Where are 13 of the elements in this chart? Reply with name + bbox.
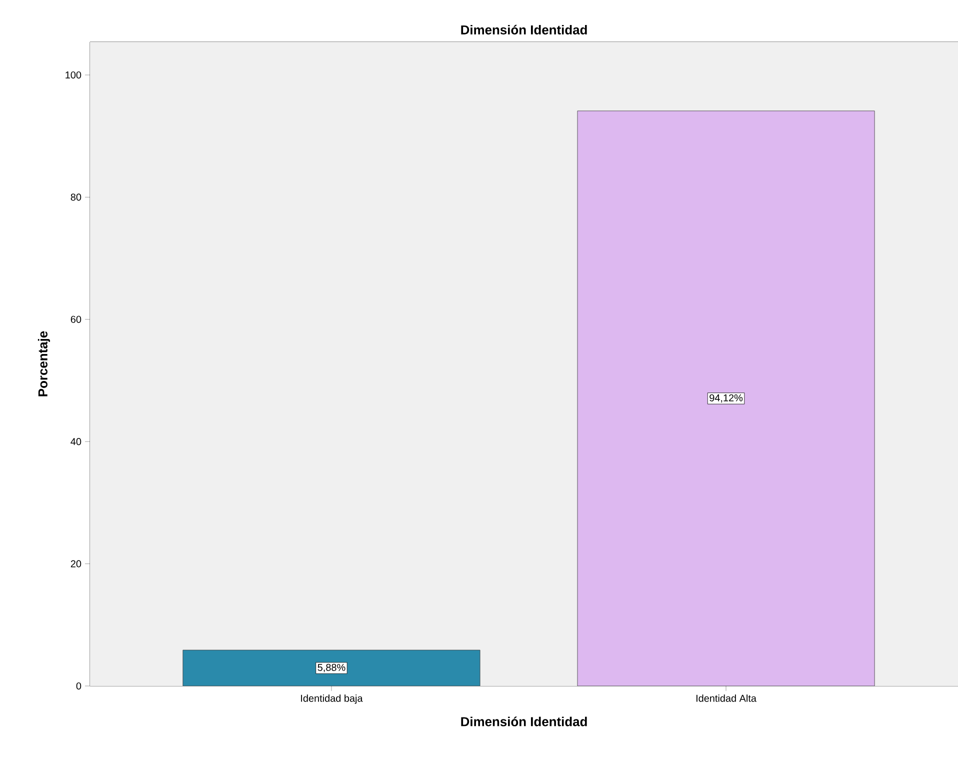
y-tick-label: 80 [70,194,82,201]
data-label: 94,12% [710,394,743,403]
y-tick-label: 60 [70,316,82,323]
x-tick-label: Identidad Alta [696,694,756,702]
y-tick-label: 0 [76,682,82,690]
x-tick-label: Identidad baja [301,694,363,704]
x-axis-title: Dimensión Identidad [461,716,587,726]
data-label: 5,88% [318,664,346,672]
y-tick-label: 100 [66,71,82,78]
y-axis-title: Porcentaje [38,331,50,396]
y-tick-label: 40 [70,438,82,446]
chart-title: Dimensión Identidad [461,24,587,34]
y-tick-label: 20 [70,560,82,568]
